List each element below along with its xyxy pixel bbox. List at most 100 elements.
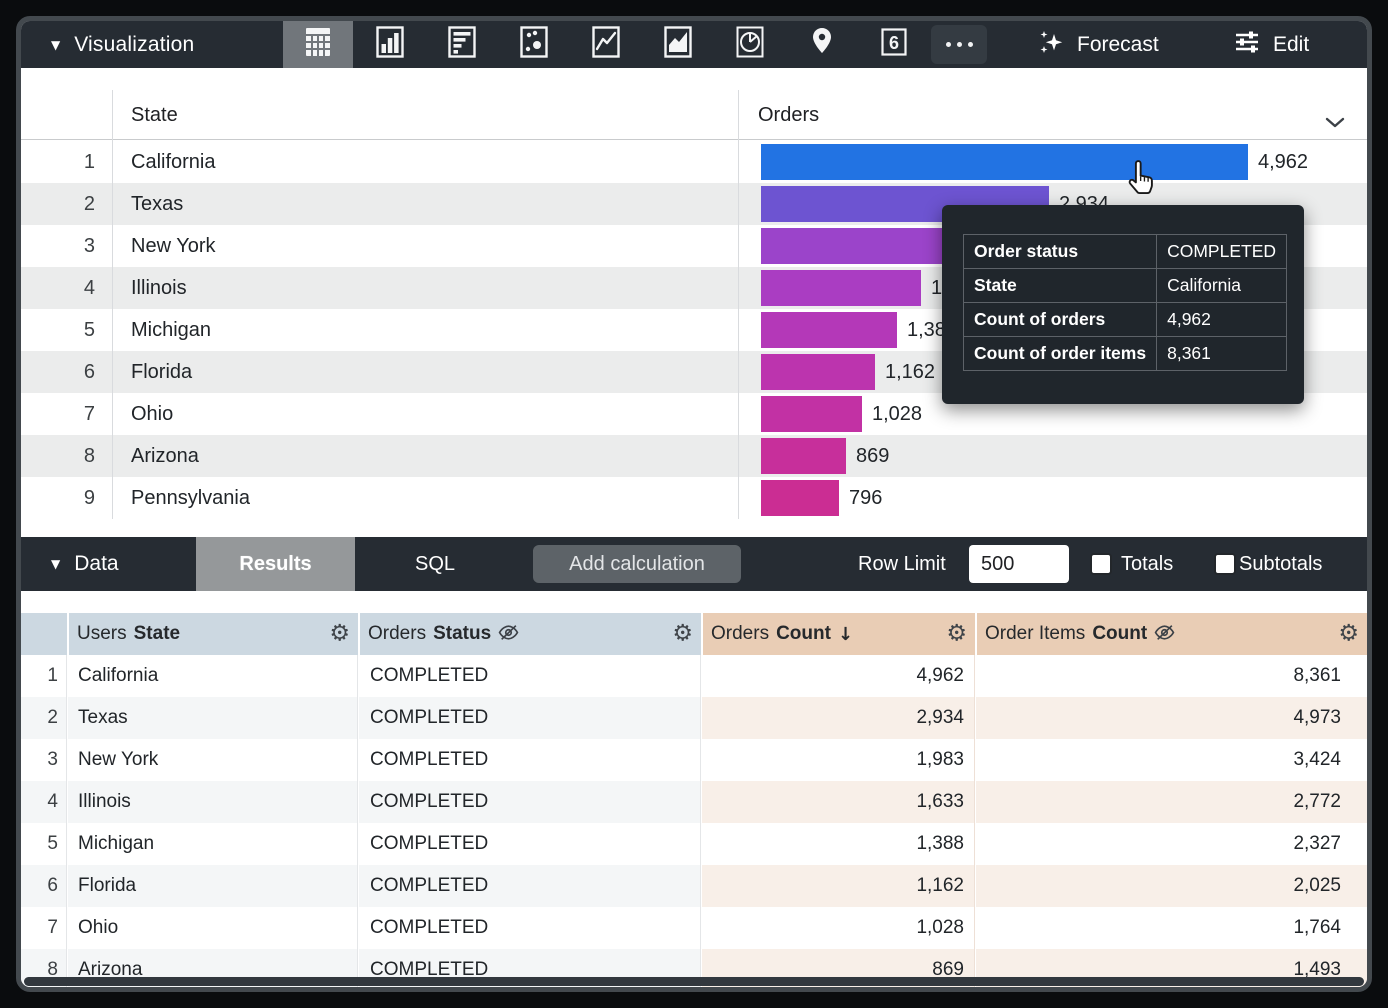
tab-results[interactable]: Results — [196, 537, 355, 591]
eye-off-icon — [498, 623, 519, 645]
more-charts-button[interactable] — [931, 21, 987, 68]
order-items-count-cell[interactable]: 4,973 — [976, 697, 1367, 739]
orders-status-cell[interactable]: COMPLETED — [359, 907, 701, 949]
tab-sql[interactable]: SQL — [414, 553, 456, 575]
column-header-users-state[interactable]: Users State ⚙ — [69, 613, 358, 655]
single-value-button[interactable]: 6 — [870, 21, 918, 68]
edit-label: Edit — [1273, 32, 1310, 56]
orders-count-cell[interactable]: 1,983 — [702, 739, 975, 781]
viz-header-row: State Orders — [21, 90, 1367, 140]
order-items-count-cell[interactable]: 3,424 — [976, 739, 1367, 781]
users-state-cell[interactable]: Texas — [68, 697, 358, 739]
orders-bar-value: 4,962 — [1258, 150, 1309, 173]
viz-state-cell: Illinois — [131, 276, 187, 299]
orders-bar-value: 796 — [849, 486, 883, 509]
users-state-cell[interactable]: Illinois — [68, 781, 358, 823]
line-chart-icon — [591, 25, 621, 64]
bar-chart-button[interactable] — [438, 21, 486, 68]
visualization-toolbar: ▼ Visualization — [21, 21, 1367, 68]
orders-status-cell[interactable]: COMPLETED — [359, 781, 701, 823]
forecast-button[interactable]: Forecast — [1037, 21, 1159, 68]
orders-bar[interactable] — [761, 270, 921, 306]
orders-count-cell[interactable]: 2,934 — [702, 697, 975, 739]
viz-state-cell: Michigan — [131, 318, 212, 341]
order-items-count-cell[interactable]: 8,361 — [976, 655, 1367, 697]
row-number-cell: 4 — [21, 781, 67, 823]
order-items-count-cell[interactable]: 2,025 — [976, 865, 1367, 907]
users-state-cell[interactable]: California — [68, 655, 358, 697]
subtotals-checkbox[interactable] — [1214, 553, 1236, 575]
orders-status-cell[interactable]: COMPLETED — [359, 865, 701, 907]
edit-button[interactable]: Edit — [1233, 21, 1309, 68]
tooltip-label: Count of order items — [962, 336, 1158, 371]
orders-count-cell[interactable]: 1,162 — [702, 865, 975, 907]
orders-count-cell[interactable]: 4,962 — [702, 655, 975, 697]
column-header-order-items-count[interactable]: Order Items Count ⚙ — [977, 613, 1367, 655]
totals-checkbox[interactable] — [1090, 553, 1112, 575]
chevron-down-icon[interactable] — [1325, 111, 1345, 134]
order-items-count-cell[interactable]: 1,764 — [976, 907, 1367, 949]
viz-row-number: 3 — [83, 234, 95, 257]
orders-status-cell[interactable]: COMPLETED — [359, 739, 701, 781]
tune-sliders-icon — [1233, 28, 1261, 62]
row-number-cell: 5 — [21, 823, 67, 865]
horizontal-scrollbar[interactable] — [24, 977, 1364, 986]
column-header-orders-status[interactable]: Orders Status ⚙ — [360, 613, 701, 655]
orders-bar[interactable] — [761, 354, 875, 390]
gear-icon[interactable]: ⚙ — [672, 620, 693, 647]
orders-count-cell[interactable]: 1,633 — [702, 781, 975, 823]
data-title: Data — [74, 552, 119, 575]
orders-bar[interactable] — [761, 228, 956, 264]
pie-chart-button[interactable] — [726, 21, 774, 68]
app-window: ▼ Visualization — [16, 16, 1372, 992]
viz-row-number: 4 — [83, 276, 95, 299]
hand-cursor — [1125, 159, 1159, 202]
order-items-count-cell[interactable]: 2,772 — [976, 781, 1367, 823]
orders-status-cell[interactable]: COMPLETED — [359, 697, 701, 739]
orders-count-cell[interactable]: 1,028 — [702, 907, 975, 949]
gear-icon[interactable]: ⚙ — [1338, 620, 1359, 647]
tooltip-label: Order status — [962, 234, 1158, 269]
map-pin-icon — [809, 26, 835, 63]
table-chart-button[interactable] — [283, 21, 353, 68]
viz-row-number: 1 — [83, 150, 95, 173]
add-calculation-button[interactable]: Add calculation — [533, 545, 741, 583]
order-items-count-cell[interactable]: 2,327 — [976, 823, 1367, 865]
users-state-cell[interactable]: New York — [68, 739, 358, 781]
data-table-row: 1 California COMPLETED 4,962 8,361 — [21, 655, 1367, 697]
orders-status-cell[interactable]: COMPLETED — [359, 823, 701, 865]
line-chart-button[interactable] — [582, 21, 630, 68]
tooltip-value: California — [1156, 268, 1287, 303]
orders-bar[interactable] — [761, 312, 897, 348]
column-header-orders-count[interactable]: Orders Count ↓ ⚙ — [703, 613, 975, 655]
gear-icon[interactable]: ⚙ — [329, 620, 350, 647]
column-chart-icon — [375, 25, 405, 64]
column-chart-button[interactable] — [366, 21, 414, 68]
ellipsis-icon — [931, 25, 987, 64]
visualization-section-toggle[interactable]: ▼ Visualization — [51, 21, 194, 68]
orders-bar[interactable] — [761, 438, 846, 474]
caret-down-icon: ▼ — [51, 557, 61, 571]
users-state-cell[interactable]: Florida — [68, 865, 358, 907]
gear-icon[interactable]: ⚙ — [946, 620, 967, 647]
users-state-cell[interactable]: Ohio — [68, 907, 358, 949]
tooltip-value: 8,361 — [1156, 336, 1287, 371]
row-number-cell: 7 — [21, 907, 67, 949]
scatter-plot-button[interactable] — [510, 21, 558, 68]
data-section-toggle[interactable]: ▼ Data — [51, 537, 119, 591]
viz-state-cell: Ohio — [131, 402, 174, 425]
tooltip-value: 4,962 — [1156, 302, 1287, 337]
orders-bar[interactable] — [761, 396, 862, 432]
row-limit-input[interactable] — [969, 545, 1069, 583]
users-state-cell[interactable]: Michigan — [68, 823, 358, 865]
orders-bar[interactable] — [761, 480, 839, 516]
area-chart-button[interactable] — [654, 21, 702, 68]
map-chart-button[interactable] — [798, 21, 846, 68]
orders-status-cell[interactable]: COMPLETED — [359, 655, 701, 697]
orders-count-cell[interactable]: 1,388 — [702, 823, 975, 865]
data-table-header: Users State ⚙ Orders Status ⚙ Orders Cou… — [21, 613, 1367, 655]
viz-orders-column-header[interactable]: Orders — [758, 104, 820, 126]
area-chart-icon — [663, 25, 693, 64]
viz-state-column-header[interactable]: State — [131, 104, 178, 126]
orders-bar[interactable] — [761, 144, 1248, 180]
